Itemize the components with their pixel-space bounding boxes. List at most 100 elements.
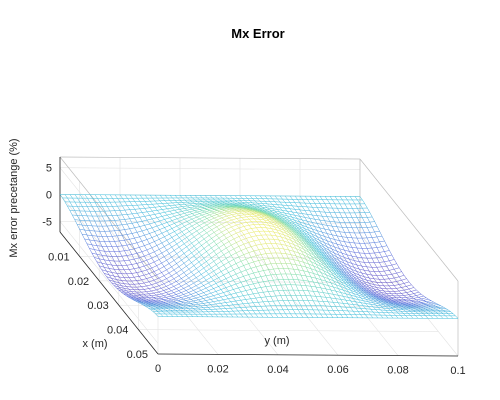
surface-line xyxy=(267,210,270,213)
x-tick-label: 0.03 xyxy=(87,300,108,312)
surface-line xyxy=(86,243,93,246)
surface-line xyxy=(181,216,185,220)
surface-line xyxy=(405,315,409,319)
surface-line xyxy=(117,198,121,203)
surface-line xyxy=(159,195,163,199)
surface-line xyxy=(292,211,298,214)
surface-line xyxy=(211,214,217,217)
surface-line xyxy=(301,232,305,236)
surface-line xyxy=(435,311,439,314)
surface-line xyxy=(173,278,177,282)
surface-line xyxy=(221,268,227,272)
surface-line xyxy=(306,259,312,262)
surface-line xyxy=(140,301,144,304)
surface-line xyxy=(241,258,247,262)
surface-line xyxy=(231,208,235,210)
surface-line xyxy=(346,266,350,271)
surface-line xyxy=(212,197,216,201)
surface-line xyxy=(156,235,160,240)
surface-line xyxy=(213,306,216,310)
surface-line xyxy=(375,298,382,301)
surface-line xyxy=(385,301,389,304)
surface-line xyxy=(186,213,193,216)
surface-line xyxy=(316,230,323,233)
surface-line xyxy=(301,241,305,246)
surface-line xyxy=(82,198,86,203)
surface-line xyxy=(334,203,338,209)
surface-line xyxy=(393,308,396,312)
surface-line xyxy=(211,234,217,239)
surface-line xyxy=(393,284,400,286)
surface-line xyxy=(175,310,179,313)
surface-line xyxy=(370,297,374,300)
surface-line xyxy=(143,275,147,279)
surface-line xyxy=(248,283,254,286)
surface-line xyxy=(375,299,379,302)
surface-line xyxy=(313,249,317,253)
surface-line xyxy=(271,216,275,219)
surface-line xyxy=(358,291,362,295)
surface-line xyxy=(121,289,127,291)
surface-line xyxy=(255,265,262,268)
surface-line xyxy=(251,212,257,215)
surface-line xyxy=(374,241,380,243)
surface-line xyxy=(308,257,314,261)
surface-line xyxy=(231,224,237,228)
surface-line xyxy=(388,305,394,307)
surface-line xyxy=(358,286,362,290)
surface-line xyxy=(293,235,300,239)
surface-line xyxy=(322,199,326,204)
surface-line xyxy=(271,215,275,218)
surface-line xyxy=(203,302,209,304)
surface-line xyxy=(136,232,140,237)
surface-line xyxy=(363,305,366,309)
surface-line xyxy=(278,227,285,231)
surface-line xyxy=(296,218,300,223)
surface-line xyxy=(151,290,154,294)
surface-line xyxy=(174,237,180,241)
surface-line xyxy=(280,253,284,259)
surface-line xyxy=(233,259,237,264)
surface-line xyxy=(288,236,292,241)
surface-line xyxy=(280,263,284,269)
surface-line xyxy=(398,306,404,308)
surface-line xyxy=(196,248,200,253)
surface-line xyxy=(383,300,387,303)
surface-line xyxy=(311,234,315,238)
surface-line xyxy=(202,311,206,315)
surface-line xyxy=(194,236,197,240)
surface-line xyxy=(189,211,193,214)
surface-line xyxy=(161,272,165,276)
surface-line xyxy=(164,217,170,220)
surface-line xyxy=(394,259,397,264)
surface-line xyxy=(144,263,150,267)
surface-line xyxy=(280,273,284,280)
surface-line xyxy=(81,234,85,240)
surface-line xyxy=(332,199,336,204)
surface-line xyxy=(134,247,140,249)
surface-line xyxy=(309,230,315,233)
surface-line xyxy=(290,305,294,310)
surface-line xyxy=(136,297,142,299)
surface-line xyxy=(221,258,227,262)
surface-line xyxy=(353,284,357,287)
surface-line xyxy=(340,292,346,295)
surface-line xyxy=(255,266,259,272)
surface-line xyxy=(319,244,325,248)
surface-line xyxy=(216,250,222,255)
surface-line xyxy=(241,240,245,245)
surface-line xyxy=(306,248,310,253)
surface-line xyxy=(318,274,322,280)
surface-line xyxy=(254,204,260,206)
surface-line xyxy=(349,196,353,201)
surface-line xyxy=(196,210,203,213)
surface-line xyxy=(333,271,339,276)
surface-line xyxy=(334,230,340,233)
surface-line xyxy=(248,232,252,237)
surface-line xyxy=(204,211,208,214)
surface-line xyxy=(179,204,183,207)
surface-line xyxy=(292,300,296,306)
surface-line xyxy=(390,302,394,305)
surface-line xyxy=(172,212,178,215)
surface-line xyxy=(312,300,316,306)
